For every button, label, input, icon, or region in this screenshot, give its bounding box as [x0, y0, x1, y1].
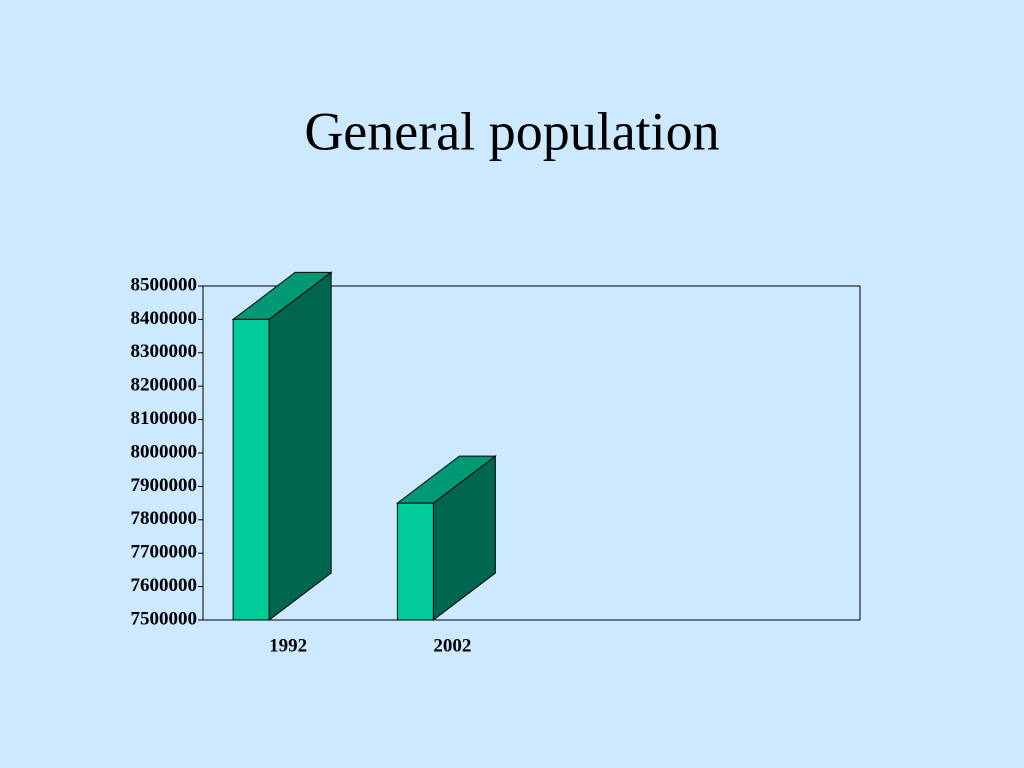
chart-title: General population: [304, 101, 719, 161]
y-tick-label: 7800000: [131, 508, 198, 529]
y-tick-label: 8400000: [131, 308, 198, 329]
bar-side: [268, 271, 332, 622]
y-tick-label: 7600000: [131, 575, 198, 596]
bar: [396, 502, 434, 621]
y-tick-label: 7900000: [131, 475, 198, 496]
y-tick-label: 8500000: [131, 274, 198, 295]
bar: [232, 318, 270, 621]
y-tick-label: 8000000: [131, 441, 198, 462]
y-tick-label: 7500000: [131, 608, 198, 629]
y-tick-label: 8300000: [131, 341, 198, 362]
y-tick-label: 8200000: [131, 375, 198, 396]
x-tick-label: 2002: [433, 635, 471, 656]
y-tick-label: 8100000: [131, 408, 198, 429]
x-tick-label: 1992: [269, 635, 307, 656]
y-tick-label: 7700000: [131, 542, 198, 563]
